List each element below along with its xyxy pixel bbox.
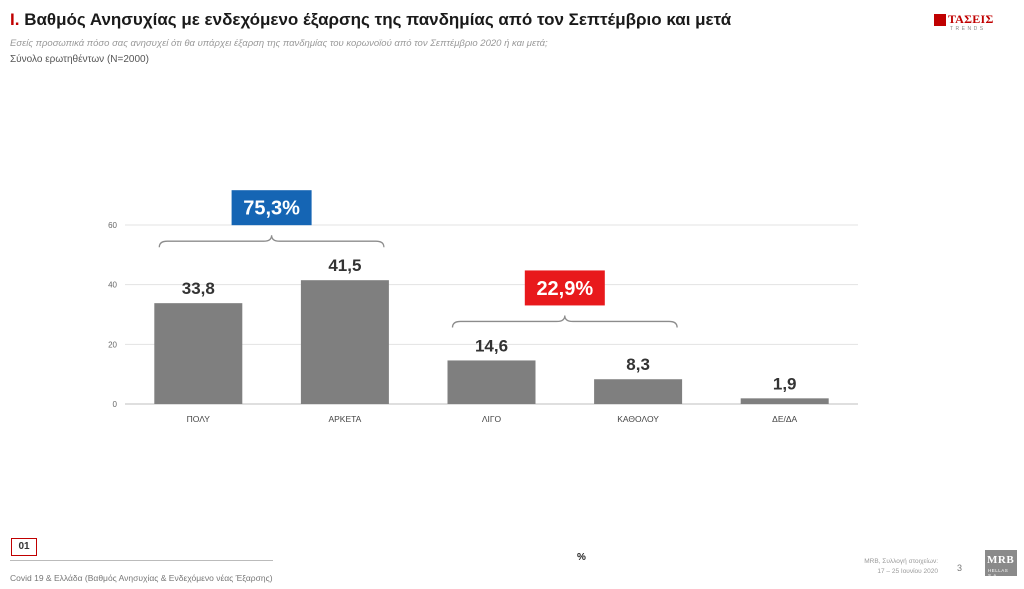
bar-value-label: 1,9: [773, 374, 797, 393]
x-tick-label: ΠΟΛΥ: [187, 414, 211, 424]
y-tick-label: 40: [108, 281, 117, 290]
x-tick-label: ΑΡΚΕΤΑ: [328, 414, 361, 424]
taseis-logo: ΤΑΣΕΙΣ TRENDS: [934, 12, 994, 34]
title-number: I.: [10, 10, 20, 29]
bar: [300, 280, 389, 404]
mrb-logo-name: MRB: [987, 554, 1015, 566]
bar: [594, 379, 683, 404]
bar-value-label: 14,6: [475, 336, 508, 355]
bar: [154, 303, 243, 404]
page-code: 01: [11, 538, 37, 556]
slide-header: I. Βαθμός Ανησυχίας με ενδεχόμενο έξαρση…: [10, 10, 1010, 65]
mrb-logo: MRB HELLAS S.A.: [985, 550, 1017, 578]
bar: [740, 398, 829, 404]
bar: [447, 360, 536, 404]
bar-value-label: 41,5: [328, 256, 361, 275]
page-title: I. Βαθμός Ανησυχίας με ενδεχόμενο έξαρση…: [10, 10, 1010, 30]
title-text: Βαθμός Ανησυχίας με ενδεχόμενο έξαρσης τ…: [24, 10, 732, 29]
x-tick-label: ΚΑΘΟΛΟΥ: [617, 414, 659, 424]
logo-mark-icon: [934, 14, 946, 26]
logo-name: ΤΑΣΕΙΣ: [948, 12, 994, 26]
footer-divider: [10, 560, 273, 561]
mrb-logo-sub: HELLAS S.A.: [988, 568, 1009, 578]
bar-value-label: 8,3: [626, 355, 650, 374]
question-subtitle: Εσείς προσωπικά πόσο σας ανησυχεί ότι θα…: [10, 38, 548, 49]
group-total-box: [524, 270, 605, 306]
footer-text: Covid 19 & Ελλάδα (Βαθμός Ανησυχίας & Εν…: [10, 573, 273, 583]
source-note: MRB, Συλλογή στοιχείων: 17 – 25 Ιουνίου …: [798, 557, 938, 577]
y-tick-label: 0: [113, 400, 118, 409]
x-tick-label: ΛΙΓΟ: [482, 414, 502, 424]
group-total-box: [231, 190, 312, 226]
slide-number: 3: [957, 563, 963, 573]
x-tick-label: ΔΕ/ΔΑ: [772, 414, 797, 424]
bar-value-label: 33,8: [182, 279, 215, 298]
unit-label: %: [577, 552, 586, 563]
source-line-2: 17 – 25 Ιουνίου 2020: [877, 568, 938, 575]
y-tick-label: 20: [108, 340, 117, 349]
y-tick-label: 60: [108, 221, 117, 230]
group-brace: [451, 315, 678, 328]
logo-sub: TRENDS: [950, 26, 986, 32]
sample-size: Σύνολο ερωτηθέντων (N=2000): [10, 54, 149, 65]
group-total-label: 75,3%: [243, 198, 300, 220]
group-brace: [158, 235, 385, 248]
group-total-label: 22,9%: [536, 278, 593, 300]
source-line-1: MRB, Συλλογή στοιχείων:: [864, 558, 938, 565]
